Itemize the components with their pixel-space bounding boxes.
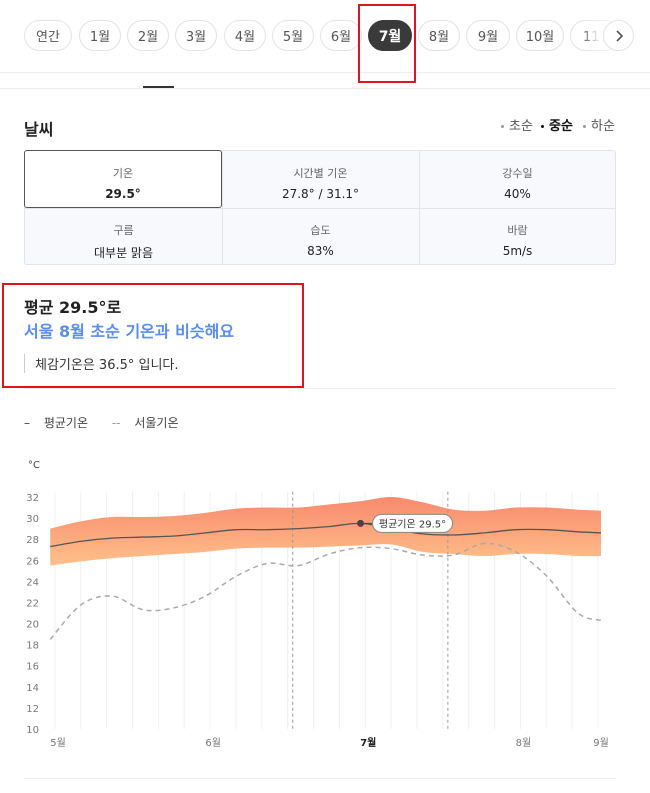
y-tick-label: 26 [26, 556, 39, 567]
y-tick-label: 30 [26, 514, 39, 525]
dot-icon [583, 125, 586, 128]
legend-seoul: -- 서울기온 [112, 416, 189, 430]
stat-value: 29.5° [105, 187, 141, 201]
stat-value: 27.8° / 31.1° [281, 187, 360, 201]
y-tick-label: 28 [26, 535, 39, 546]
dot-icon [541, 125, 544, 128]
x-tick-label: 7월 [360, 737, 376, 749]
stat-value: 83% [307, 244, 334, 258]
callout-bubble [372, 513, 454, 533]
divider [24, 388, 616, 389]
stat-rain-days[interactable]: 강수일 40% [419, 151, 616, 208]
legend-label: 평균기온 [43, 416, 88, 430]
stat-label: 습도 [310, 224, 331, 237]
period-late[interactable]: 하순 [583, 115, 615, 134]
summary-comparison: 서울 8월 초순 기온과 비슷해요 [24, 322, 235, 341]
y-tick-label: 12 [26, 704, 39, 715]
y-axis-label: °C [28, 460, 40, 471]
divider [0, 88, 650, 89]
month-tab[interactable]: 4월 [224, 20, 266, 51]
period-mid[interactable]: 중순 [541, 115, 573, 134]
month-tab[interactable]: 5월 [272, 20, 314, 51]
stat-temperature[interactable]: 기온 29.5° [24, 150, 222, 208]
stat-hourly-temperature[interactable]: 시간별 기온 27.8° / 31.1° [222, 151, 419, 208]
month-tab[interactable]: 연간 [24, 20, 72, 51]
month-tab[interactable]: 6월 [320, 20, 362, 51]
y-tick-label: 20 [26, 620, 39, 631]
stat-value: 40% [504, 187, 531, 201]
stat-label: 시간별 기온 [293, 167, 348, 180]
month-tab[interactable]: 9월 [466, 20, 510, 51]
y-tick-label: 24 [26, 577, 39, 588]
grid-divider [25, 208, 615, 209]
x-tick-label: 5월 [50, 737, 66, 749]
x-tick-label: 9월 [593, 737, 609, 749]
month-tab[interactable]: 8월 [418, 20, 460, 51]
seoul-temperature-line [49, 542, 602, 640]
divider [24, 778, 616, 779]
chart-legend: – 평균기온 -- 서울기온 [24, 414, 199, 431]
stat-value: 대부분 맑음 [93, 246, 153, 260]
section-title: 날씨 [24, 120, 54, 139]
month-selector: 연간 1월 2월 3월 4월 5월 6월 7월 8월 9월 10월 11월 [0, 0, 650, 73]
temperature-range-band [50, 496, 601, 566]
chevron-right-icon [615, 29, 623, 42]
stat-label: 구름 [113, 224, 134, 237]
period-label: 중순 [549, 119, 573, 134]
month-tab[interactable]: 3월 [175, 20, 217, 51]
highlight-box [358, 4, 416, 83]
legend-label: 서울기온 [134, 416, 179, 430]
scroll-indicator [143, 86, 174, 88]
y-tick-label: 32 [26, 493, 39, 504]
solid-line-icon: – [24, 416, 30, 430]
temperature-chart: °C 10 12 14 16 18 20 22 24 26 28 30 32 5월 6월 7월 8월 9월 평균기온… [26, 460, 609, 749]
stat-label: 기온 [112, 167, 134, 180]
y-tick-label: 18 [26, 641, 39, 652]
dot-icon [501, 125, 504, 128]
average-temperature-line [50, 522, 602, 548]
y-tick-label: 14 [26, 683, 39, 694]
stat-cloud[interactable]: 구름 대부분 맑음 [25, 208, 222, 265]
legend-average: – 평균기온 [24, 416, 98, 430]
y-tick-label: 16 [26, 662, 39, 673]
summary-average: 평균 29.5°로 [24, 298, 122, 317]
period-label: 하순 [591, 119, 615, 134]
month-tab[interactable]: 1월 [79, 20, 121, 51]
x-tick-label: 8월 [516, 737, 532, 749]
x-tick-label: 6월 [205, 737, 221, 749]
stat-value: 5m/s [502, 244, 533, 258]
callout-label: 평균기온 29.5° [379, 518, 446, 530]
grid-divider [419, 151, 420, 264]
feels-like-text: 체감기온은 36.5° 입니다. [24, 354, 179, 373]
stat-wind[interactable]: 바람 5m/s [419, 208, 616, 265]
month-tab[interactable]: 10월 [516, 20, 564, 51]
grid-divider [222, 151, 223, 264]
highlight-box [2, 283, 304, 388]
stat-label: 바람 [507, 224, 528, 237]
dashed-line-icon: -- [111, 416, 121, 430]
month-tab[interactable]: 2월 [127, 20, 169, 51]
month-tab-selected[interactable]: 7월 [368, 20, 412, 51]
period-label: 초순 [509, 119, 533, 134]
y-tick-label: 10 [26, 725, 39, 736]
stat-label: 강수일 [502, 167, 533, 180]
stat-humidity[interactable]: 습도 83% [222, 208, 419, 265]
next-button[interactable] [603, 20, 634, 51]
y-tick-label: 22 [26, 598, 39, 609]
weather-stats-grid: 기온 29.5° 시간별 기온 27.8° / 31.1° 강수일 40% 구름… [24, 150, 616, 265]
period-early[interactable]: 초순 [501, 115, 533, 134]
